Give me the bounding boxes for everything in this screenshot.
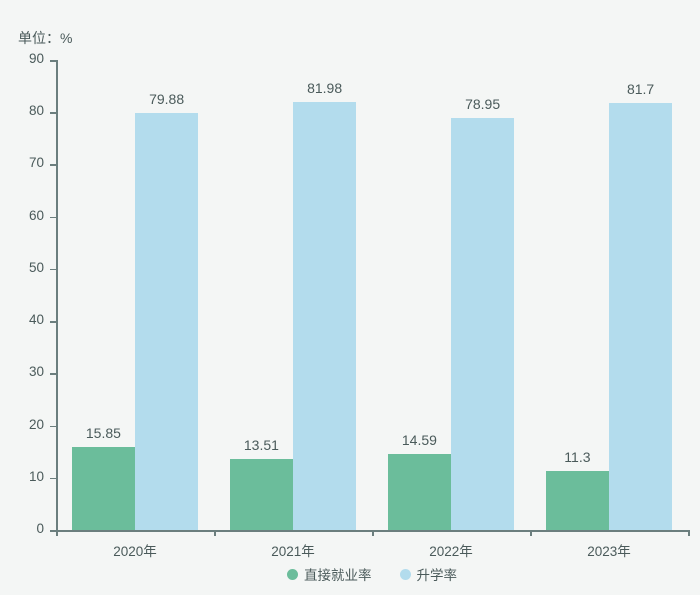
x-tick	[56, 530, 58, 536]
bar-value-label: 15.85	[86, 425, 121, 441]
bar-employment	[388, 454, 451, 530]
x-category-label: 2021年	[271, 540, 315, 560]
y-tick	[50, 426, 56, 428]
legend-item: 直接就业率	[287, 564, 372, 584]
bar-value-label: 81.98	[307, 80, 342, 96]
legend: 直接就业率 升学率	[56, 564, 688, 584]
legend-item: 升学率	[400, 564, 458, 584]
x-tick	[372, 530, 374, 536]
y-tick-label: 90	[0, 51, 44, 66]
y-tick	[50, 373, 56, 375]
bar-chart: 单位：% 0 10 20 30 40 50 60 70 80 90 2020年 15.85 79.88 20…	[0, 0, 700, 595]
bar-employment	[72, 447, 135, 530]
y-tick-label: 0	[0, 521, 44, 536]
y-tick	[50, 217, 56, 219]
y-axis-line	[56, 60, 58, 530]
y-tick	[50, 112, 56, 114]
y-tick-label: 60	[0, 208, 44, 223]
x-category-label: 2023年	[587, 540, 631, 560]
y-tick-label: 50	[0, 260, 44, 275]
bar-employment	[230, 459, 293, 530]
legend-marker-icon	[400, 569, 411, 580]
y-tick-label: 30	[0, 364, 44, 379]
bar-value-label: 13.51	[244, 437, 279, 453]
y-tick-label: 20	[0, 417, 44, 432]
x-tick	[688, 530, 690, 536]
y-tick	[50, 321, 56, 323]
x-tick	[214, 530, 216, 536]
y-tick	[50, 164, 56, 166]
y-tick-label: 70	[0, 155, 44, 170]
y-tick-label: 10	[0, 469, 44, 484]
y-tick-label: 40	[0, 312, 44, 327]
bar-value-label: 78.95	[465, 96, 500, 112]
bar-enrollment	[135, 113, 198, 530]
bar-value-label: 79.88	[149, 91, 184, 107]
x-category-label: 2022年	[429, 540, 473, 560]
legend-label: 升学率	[417, 564, 458, 584]
bar-enrollment	[293, 102, 356, 530]
legend-marker-icon	[287, 569, 298, 580]
bar-value-label: 11.3	[564, 449, 590, 465]
unit-label: 单位：%	[18, 28, 72, 48]
y-tick	[50, 60, 56, 62]
x-tick	[530, 530, 532, 536]
bar-enrollment	[609, 103, 672, 530]
bar-value-label: 14.59	[402, 432, 437, 448]
bar-value-label: 81.7	[627, 81, 654, 97]
y-tick	[50, 478, 56, 480]
y-tick	[50, 269, 56, 271]
legend-label: 直接就业率	[304, 564, 372, 584]
bar-employment	[546, 471, 609, 530]
y-tick-label: 80	[0, 103, 44, 118]
x-category-label: 2020年	[113, 540, 157, 560]
bar-enrollment	[451, 118, 514, 530]
